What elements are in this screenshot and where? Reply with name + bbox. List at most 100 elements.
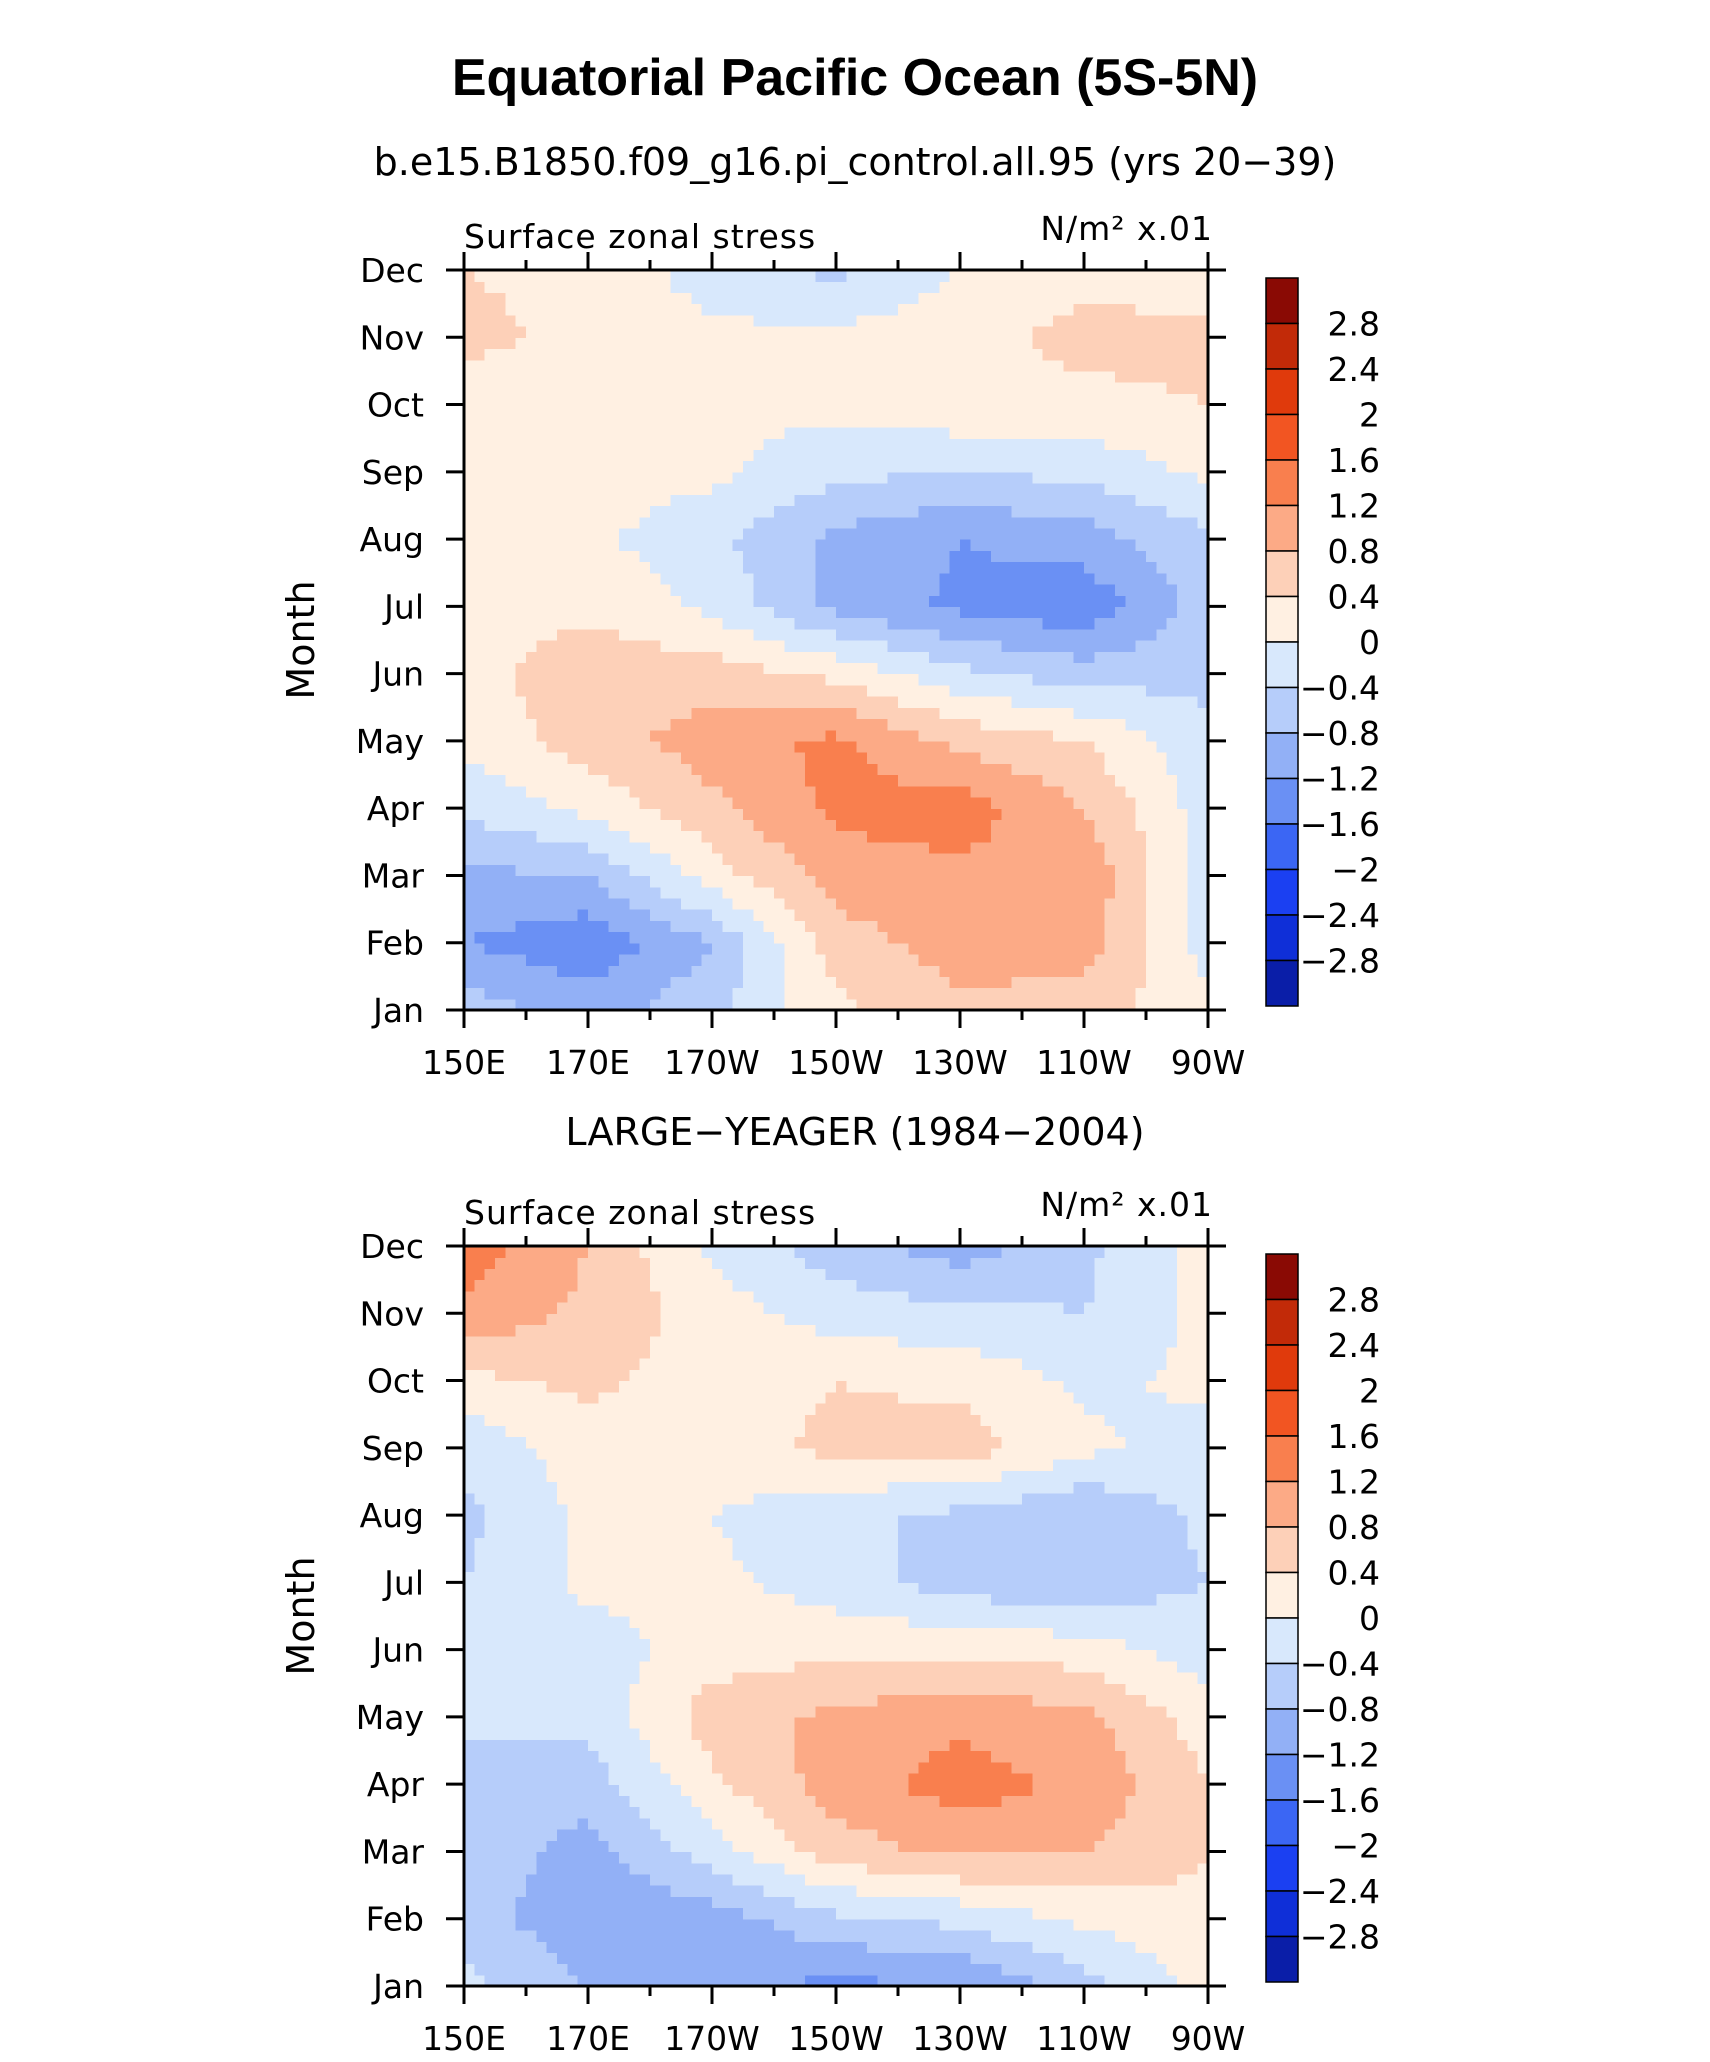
field-cell xyxy=(1156,673,1168,686)
field-cell xyxy=(1011,438,1023,450)
field-cell xyxy=(505,942,517,955)
field-cell xyxy=(1042,864,1054,877)
field-cell xyxy=(639,729,651,742)
field-cell xyxy=(877,875,889,888)
field-cell xyxy=(536,875,548,888)
field-cell xyxy=(918,976,930,989)
colorbar-label: 2 xyxy=(1359,396,1380,435)
field-cell xyxy=(1146,987,1157,1000)
field-cell xyxy=(1115,438,1126,450)
field-cell xyxy=(1063,359,1075,372)
field-cell xyxy=(536,460,548,473)
field-cell xyxy=(732,617,744,630)
field-cell xyxy=(1115,830,1126,843)
field-cell xyxy=(619,886,630,899)
field-cell xyxy=(1104,595,1116,607)
field-cell xyxy=(877,516,889,529)
field-cell xyxy=(1022,864,1033,877)
field-cell xyxy=(805,359,816,372)
field-cell xyxy=(867,561,878,574)
field-cell xyxy=(1022,449,1033,462)
field-cell xyxy=(949,819,961,832)
field-cell xyxy=(1197,527,1209,540)
field-cell xyxy=(794,718,806,731)
field-cell xyxy=(898,516,909,529)
field-cell xyxy=(567,673,579,686)
field-cell xyxy=(784,897,796,910)
field-cell xyxy=(1104,348,1116,361)
field-cell xyxy=(774,718,785,731)
field-cell xyxy=(825,314,837,327)
field-cell xyxy=(939,505,951,518)
field-cell xyxy=(567,953,579,966)
field-cell xyxy=(991,572,1002,585)
field-cell xyxy=(464,583,475,596)
field-cell xyxy=(722,550,734,563)
field-cell xyxy=(557,516,568,529)
field-cell xyxy=(1042,987,1054,1000)
field-cell xyxy=(1032,718,1044,731)
field-cell xyxy=(650,640,661,652)
field-cell xyxy=(1187,281,1199,294)
field-cell xyxy=(774,438,785,450)
field-cell xyxy=(732,740,744,753)
field-cell xyxy=(691,662,703,675)
field-cell xyxy=(464,303,475,316)
field-cell xyxy=(1135,583,1147,596)
field-cell xyxy=(1042,438,1054,450)
field-cell xyxy=(939,460,951,473)
field-cell xyxy=(1042,583,1054,596)
field-cell xyxy=(991,796,1002,809)
field-cell xyxy=(1042,382,1054,394)
field-cell xyxy=(546,640,558,652)
field-cell xyxy=(1084,1974,1095,1987)
field-cell xyxy=(1063,976,1075,989)
field-cell xyxy=(980,460,992,473)
field-cell xyxy=(743,808,754,820)
field-cell xyxy=(794,617,806,630)
field-cell xyxy=(949,864,961,877)
field-cell xyxy=(743,796,754,809)
field-cell xyxy=(660,539,672,551)
field-cell xyxy=(681,471,692,484)
field-cell xyxy=(701,281,713,294)
field-cell xyxy=(1073,449,1085,462)
field-cell xyxy=(980,696,992,708)
field-cell xyxy=(763,595,775,607)
field-cell xyxy=(898,539,909,551)
field-cell xyxy=(805,393,816,406)
field-cell xyxy=(1032,426,1044,439)
field-cell xyxy=(815,673,827,686)
field-cell xyxy=(794,281,806,294)
field-cell xyxy=(701,673,713,686)
field-cell xyxy=(898,920,909,933)
field-cell xyxy=(815,841,827,854)
field-cell xyxy=(464,729,475,742)
field-cell xyxy=(794,841,806,854)
field-cell xyxy=(577,651,589,664)
field-cell xyxy=(774,785,785,798)
field-cell xyxy=(1001,819,1013,832)
field-cell xyxy=(464,953,475,966)
field-cell xyxy=(1042,326,1054,338)
field-cell xyxy=(495,382,506,394)
field-cell xyxy=(619,1963,630,1976)
field-cell xyxy=(495,628,506,641)
field-cell xyxy=(701,460,713,473)
field-cell xyxy=(588,527,599,540)
field-cell xyxy=(743,348,754,361)
field-cell xyxy=(464,460,475,473)
field-cell xyxy=(970,426,982,439)
field-cell xyxy=(732,662,744,675)
field-cell xyxy=(991,326,1002,338)
field-cell xyxy=(1125,897,1137,910)
field-cell xyxy=(929,976,940,989)
field-cell xyxy=(929,583,940,596)
field-cell xyxy=(1011,348,1023,361)
field-cell xyxy=(784,595,796,607)
field-cell xyxy=(1053,707,1064,720)
field-cell xyxy=(1146,931,1157,944)
field-cell xyxy=(701,830,713,843)
field-cell xyxy=(784,931,796,944)
field-cell xyxy=(557,303,568,316)
